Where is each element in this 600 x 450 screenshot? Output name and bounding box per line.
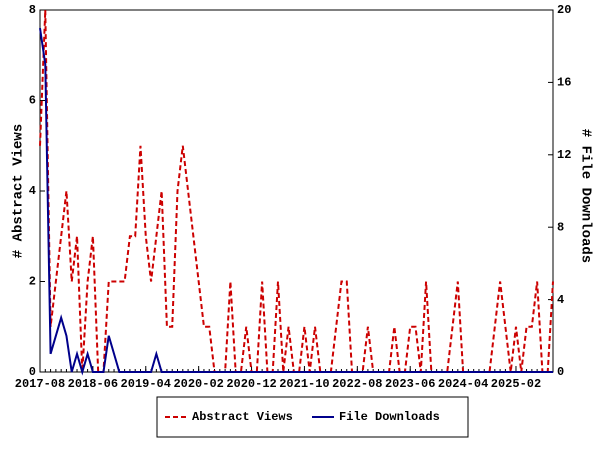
x-tick-label: 2018-06	[68, 377, 118, 391]
x-tick-label: 2017-08	[15, 377, 65, 391]
x-tick-label: 2022-08	[332, 377, 382, 391]
x-tick-label: 2021-10	[279, 377, 329, 391]
x-tick-label: 2024-04	[438, 377, 488, 391]
y2-tick-label: 12	[557, 148, 571, 162]
x-tick-label: 2025-02	[491, 377, 541, 391]
y-tick-label: 6	[29, 94, 36, 108]
x-tick-label: 2020-02	[173, 377, 223, 391]
y2-axis-label: # File Downloads	[577, 129, 593, 263]
y-axis-label: # Abstract Views	[11, 124, 27, 258]
y2-tick-label: 16	[557, 76, 571, 90]
y-tick-label: 2	[29, 275, 36, 289]
y2-tick-label: 8	[557, 220, 564, 234]
y-tick-label: 4	[29, 184, 36, 198]
x-tick-label: 2023-06	[385, 377, 435, 391]
y2-tick-label: 0	[557, 365, 564, 379]
y-tick-label: 0	[29, 365, 36, 379]
y2-tick-label: 4	[557, 293, 564, 307]
x-tick-label: 2019-04	[121, 377, 171, 391]
legend-label: Abstract Views	[192, 410, 293, 424]
y2-tick-label: 20	[557, 3, 571, 17]
plot-frame	[39, 9, 554, 373]
legend-label: File Downloads	[339, 410, 440, 424]
y-tick-label: 8	[29, 3, 36, 17]
x-tick-label: 2020-12	[226, 377, 276, 391]
series-line	[39, 27, 553, 376]
series-line	[39, 9, 554, 373]
